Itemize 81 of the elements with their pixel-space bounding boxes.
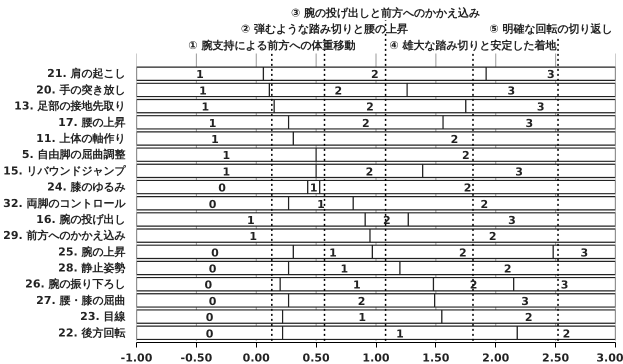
text: 2: [366, 100, 374, 114]
text: 1: [199, 84, 207, 98]
text: 3: [515, 165, 523, 178]
series-label: 3: [521, 294, 529, 308]
x-tick-label: 2.50: [542, 352, 570, 364]
ref-line-label: ② 弾むような踏み切りと腰の上昇: [240, 22, 408, 36]
y-tick-label: 32. 両脚のコントロール: [3, 196, 126, 210]
text: 1: [249, 230, 258, 244]
text: 2: [462, 149, 470, 162]
ref-line-label: ⑤ 明確な回転の切り返し: [489, 22, 613, 36]
text: 2: [450, 133, 458, 146]
y-tick-label: 17. 腰の上昇: [58, 116, 126, 129]
text: 1: [396, 327, 404, 340]
text: 2: [562, 327, 570, 340]
text: 0: [204, 278, 212, 292]
text: 1: [211, 133, 219, 146]
text: 3: [580, 246, 588, 260]
y-tick-label: 28. 静止姿勢: [58, 262, 126, 275]
text: 2: [480, 198, 488, 211]
text: 0: [218, 182, 226, 195]
y-tick-label: 15. リバウンドジャンプ: [3, 164, 126, 178]
x-tick-label: -1.00: [120, 352, 153, 364]
text: 2: [504, 262, 512, 276]
ref-line-label: ③ 腕の投げ出しと前方へのかかえ込み: [291, 6, 480, 20]
y-tick-label: 24. 膝のゆるみ: [47, 180, 126, 194]
text: 2: [464, 182, 472, 195]
text: 3: [536, 100, 544, 114]
x-tick-label: 1.50: [422, 352, 450, 364]
x-tick-label: 3.00: [596, 352, 623, 364]
text: 1: [340, 262, 348, 276]
text: 1: [358, 311, 366, 324]
text: 2: [524, 311, 533, 324]
y-tick-label: 20. 手の突き放し: [36, 83, 126, 96]
y-tick-label: 27. 腰・膝の屈曲: [36, 294, 126, 307]
text: 1: [222, 165, 230, 178]
y-tick-label: 13. 足部の接地先取り: [14, 100, 126, 113]
series-label: 2: [358, 294, 366, 308]
text: 0: [206, 327, 214, 340]
text: 1: [353, 278, 361, 292]
text: 1: [329, 246, 337, 260]
text: 1: [208, 116, 216, 130]
text: 2: [488, 230, 497, 244]
y-tick-label: 23. 目線: [80, 310, 126, 324]
y-tick-label: 16. 腕の投げ出し: [36, 212, 126, 226]
text: 2: [362, 116, 370, 130]
text: 3: [560, 278, 568, 292]
x-tick-label: -0.50: [180, 352, 213, 364]
y-tick-label: 21. 肩の起こし: [47, 67, 126, 80]
text: 0: [206, 311, 214, 324]
text: 1: [196, 68, 204, 82]
y-tick-label: 26. 腕の振り下ろし: [25, 278, 126, 291]
x-tick-label: 2.00: [482, 352, 510, 364]
text: 1: [202, 100, 210, 114]
text: 0: [208, 198, 216, 211]
series-label: 1: [222, 149, 230, 162]
ref-line-label: ④ 雄大な踏み切りと安定した着地: [389, 38, 558, 52]
text: 2: [334, 84, 342, 98]
text: 3: [508, 214, 516, 227]
y-tick-label: 29. 前方へのかかえ込み: [3, 229, 126, 242]
y-tick-label: 5. 自由脚の屈曲調整: [22, 148, 126, 162]
x-tick-label: 0.50: [302, 352, 330, 364]
x-tick-label: 1.00: [362, 352, 390, 364]
text: 0: [211, 246, 219, 260]
text: 2: [382, 214, 391, 227]
text: 3: [525, 116, 534, 130]
text: 0: [208, 262, 216, 276]
text: 2: [370, 68, 379, 82]
y-tick-label: 11. 上体の軸作り: [36, 132, 126, 145]
ref-line-label: ① 腕支持による前方への体重移動: [188, 38, 356, 52]
text: 1: [317, 198, 325, 211]
x-tick-label: 0.00: [242, 352, 270, 364]
text: 1: [310, 182, 318, 195]
series-label: 0: [208, 294, 217, 308]
text: 2: [458, 246, 467, 260]
text: 1: [247, 214, 255, 227]
text: 3: [507, 84, 516, 98]
text: 2: [470, 278, 478, 292]
y-tick-label: 25. 腕の上昇: [58, 245, 126, 258]
y-tick-label: 22. 後方回転: [58, 326, 126, 340]
text: 3: [547, 68, 555, 82]
text: 2: [366, 165, 374, 178]
